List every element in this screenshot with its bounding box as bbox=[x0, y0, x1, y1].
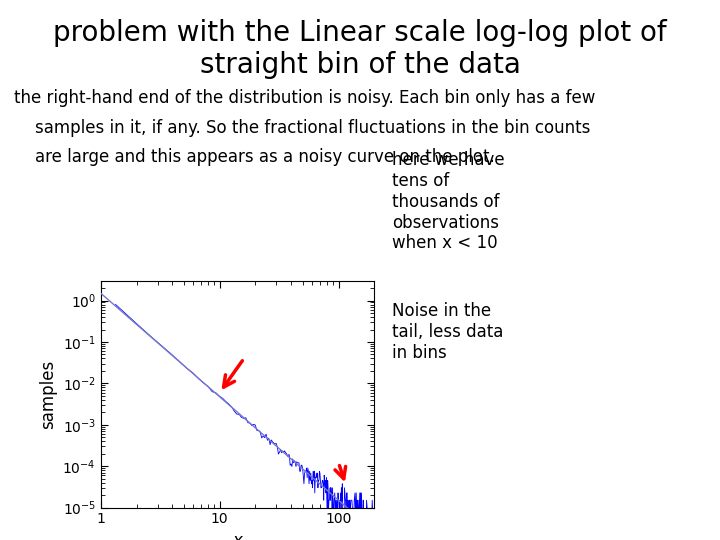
Text: samples in it, if any. So the fractional fluctuations in the bin counts: samples in it, if any. So the fractional… bbox=[14, 119, 591, 137]
Text: here we have
tens of
thousands of
observations
when x < 10: here we have tens of thousands of observ… bbox=[392, 151, 505, 252]
Text: problem with the Linear scale log-log plot of: problem with the Linear scale log-log pl… bbox=[53, 19, 667, 47]
Text: straight bin of the data: straight bin of the data bbox=[199, 51, 521, 79]
Y-axis label: samples: samples bbox=[39, 360, 57, 429]
Text: are large and this appears as a noisy curve on the plot.: are large and this appears as a noisy cu… bbox=[14, 148, 495, 166]
Text: the right-hand end of the distribution is noisy. Each bin only has a few: the right-hand end of the distribution i… bbox=[14, 89, 595, 107]
Text: Noise in the
tail, less data
in bins: Noise in the tail, less data in bins bbox=[392, 302, 504, 362]
X-axis label: x: x bbox=[233, 532, 243, 540]
